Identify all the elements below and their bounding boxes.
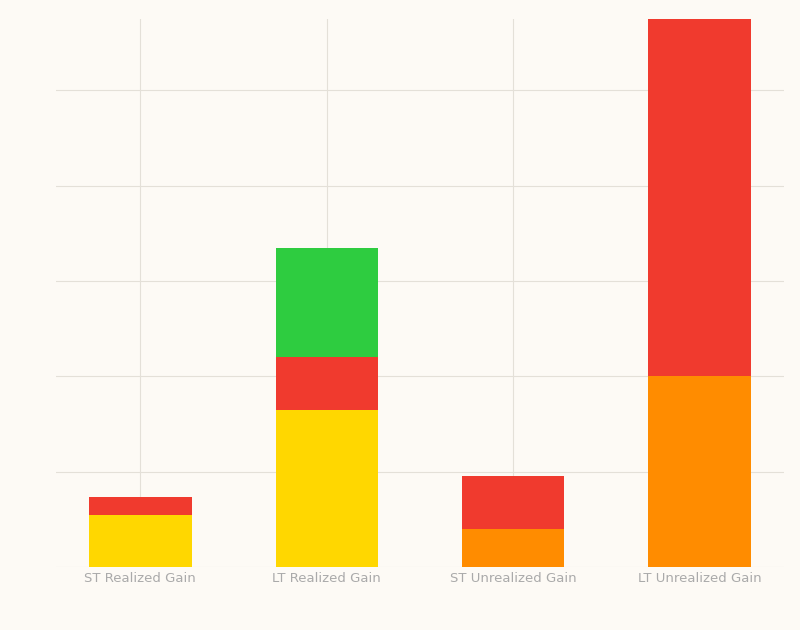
Bar bbox=[275, 248, 378, 357]
Bar bbox=[275, 357, 378, 410]
Bar bbox=[275, 410, 378, 567]
Bar bbox=[648, 19, 751, 295]
Bar bbox=[462, 529, 565, 567]
Bar bbox=[462, 476, 565, 529]
Bar bbox=[89, 515, 192, 567]
Bar bbox=[648, 295, 751, 376]
Bar bbox=[89, 498, 192, 515]
Bar bbox=[648, 376, 751, 567]
